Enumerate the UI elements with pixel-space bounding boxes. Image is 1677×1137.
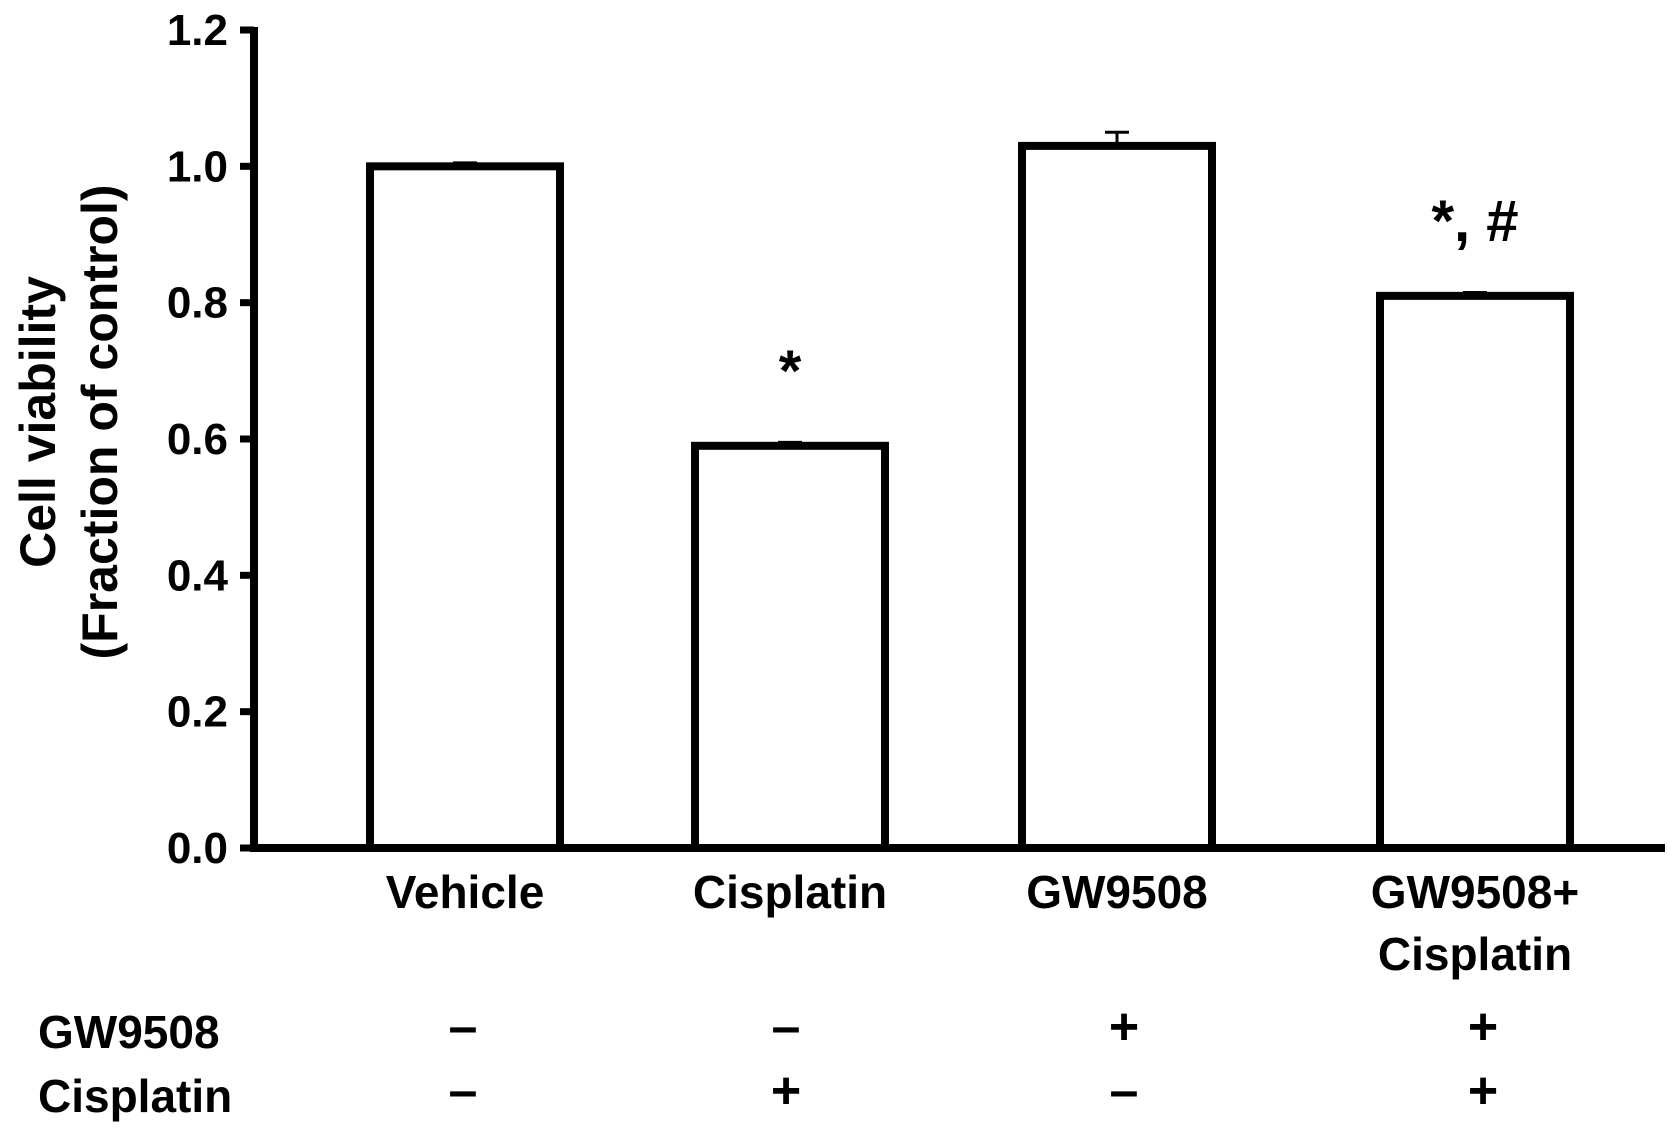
treatment-sign: + [771,1062,801,1120]
y-tick-label: 0.8 [167,279,228,328]
y-axis-label: Cell viability (Fraction of control) [10,185,128,660]
bar [366,162,564,853]
y-axis-title: Cell viability (Fraction of control) [10,185,128,660]
x-tick-label: GW9508+ [1371,866,1579,918]
y-tick-label: 1.2 [167,6,228,55]
y-tick-label: 1.0 [167,142,228,191]
treatment-row-label: GW9508 [38,1006,220,1058]
bar [691,441,889,852]
x-tick-label: GW9508 [1026,866,1208,918]
y-axis-title-line: (Fraction of control) [72,185,128,660]
treatment-table: GW9508 – – + + Cisplatin – + – + [38,998,1498,1122]
significance-label: *, # [1431,189,1518,254]
treatment-row-label: Cisplatin [38,1070,232,1122]
y-axis-title-line: Cell viability [10,276,66,568]
bar [1018,141,1216,852]
significance-label: * [779,339,802,404]
treatment-sign: – [449,1062,478,1120]
y-tick-label: 0.6 [167,415,228,464]
treatment-sign: + [1109,998,1139,1056]
y-tick-label: 0.4 [167,551,229,600]
treatment-sign: – [449,998,478,1056]
bar [1376,291,1574,853]
y-axis: 0.0 0.2 0.4 0.6 0.8 1.0 1.2 [167,6,258,873]
treatment-sign: + [1468,1062,1498,1120]
x-tick-label: Vehicle [386,866,545,918]
treatment-sign: + [1468,998,1498,1056]
x-tick-label: Cisplatin [693,866,887,918]
x-tick-label: Cisplatin [1378,928,1572,980]
treatment-sign: – [772,998,801,1056]
treatment-sign: – [1110,1062,1139,1120]
y-tick-label: 0.2 [167,688,228,737]
bars: * *, # [366,130,1574,853]
y-tick-label: 0.0 [167,824,228,873]
x-axis: Vehicle Cisplatin GW9508 GW9508+ Cisplatin [250,844,1665,980]
